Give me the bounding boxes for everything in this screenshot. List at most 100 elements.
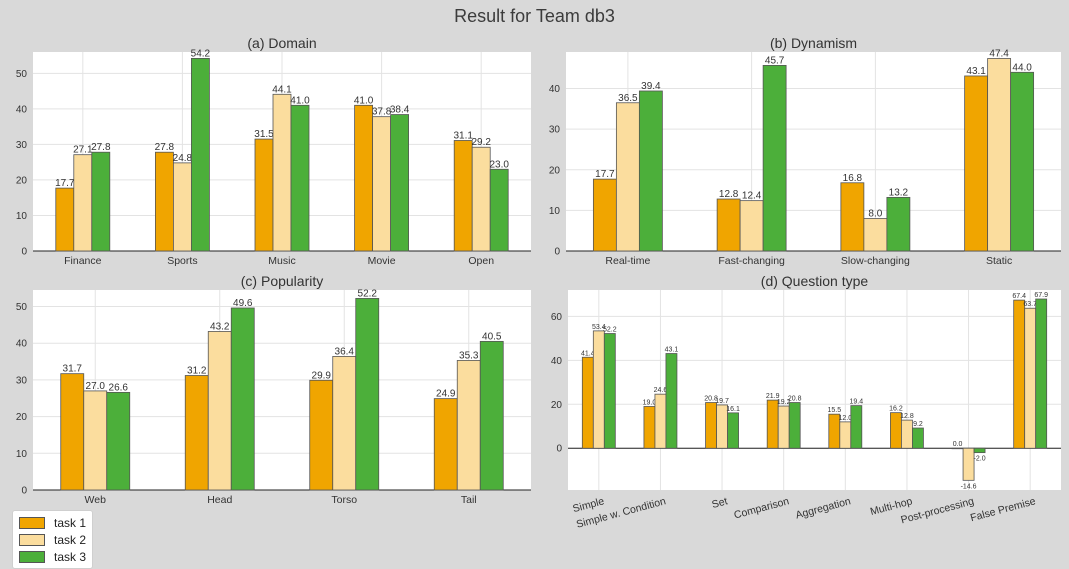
legend: task 1 task 2 task 3 [12, 510, 94, 569]
legend-label-task2: task 2 [54, 532, 87, 547]
data-label: 17.7 [55, 178, 75, 189]
data-label: 29.9 [312, 370, 332, 381]
bar-task2 [615, 102, 640, 252]
bar-task1 [60, 373, 85, 491]
data-label: 29.2 [471, 137, 491, 148]
x-tick-label: Aggregation [794, 495, 852, 521]
data-label: 36.4 [335, 346, 355, 357]
bar-task2 [73, 154, 93, 252]
bar-task2 [372, 116, 392, 252]
data-label: 12.4 [742, 191, 762, 202]
data-label: 24.6 [654, 387, 668, 394]
data-label: 13.2 [889, 187, 909, 198]
data-label: 52.2 [603, 327, 617, 334]
bar-task2 [962, 447, 975, 481]
x-tick-label: Slow-changing [841, 255, 910, 267]
data-label: 26.6 [109, 382, 129, 393]
data-label: 21.9 [766, 393, 780, 400]
legend-item-task1: task 1 [19, 514, 86, 531]
data-label: 19.7 [715, 398, 729, 405]
x-tick-label: Static [986, 255, 1012, 267]
bar-task2 [272, 93, 292, 252]
x-tick-label: Comparison [733, 495, 791, 521]
legend-swatch-task1 [19, 516, 45, 529]
bar-task3 [479, 340, 504, 491]
data-label: -2.0 [974, 456, 986, 463]
x-tick-label: Music [268, 255, 295, 267]
data-label: 41.0 [354, 95, 374, 106]
data-label: 38.4 [390, 105, 410, 116]
bar-task3 [390, 114, 410, 252]
data-label: -14.6 [961, 483, 977, 490]
data-label: 31.5 [254, 129, 274, 140]
data-label: 43.2 [210, 321, 230, 332]
data-label: 31.1 [453, 130, 473, 141]
bar-task1 [1013, 299, 1026, 449]
chart-panel-3: (c) Popularity 0 10 20 30 40 50 31.7 31.2 29.9 24.… [16, 273, 531, 506]
legend-item-task3: task 3 [19, 548, 86, 565]
bar-task1 [55, 187, 75, 252]
chart-panel-1: (a) Domain 0 10 20 30 40 50 17.7 27.8 31.5 41.0 31.… [16, 35, 531, 267]
legend-item-task2: task 2 [19, 531, 86, 548]
x-tick-label: Tail [461, 494, 477, 506]
legend-swatch-task2 [19, 533, 45, 546]
data-label: 36.5 [618, 93, 638, 104]
bar-task2 [83, 390, 108, 491]
data-label: 12.8 [900, 413, 914, 420]
bar-task2 [654, 393, 667, 449]
bar-task3 [190, 57, 210, 252]
bar-task3 [788, 402, 801, 449]
data-label: 9.2 [913, 421, 923, 428]
data-label: 41.0 [290, 95, 310, 106]
data-label: 47.4 [989, 48, 1009, 59]
bar-task2 [207, 331, 232, 491]
data-label: 20.8 [788, 396, 802, 403]
x-tick-label: Head [207, 494, 232, 506]
bar-task3 [850, 405, 863, 449]
bar-task2 [739, 200, 764, 252]
data-label: 24.8 [173, 153, 193, 164]
x-tick-label: Open [468, 255, 494, 267]
x-tick-label: Fast-changing [718, 255, 785, 267]
y-tick-label: 60 [551, 312, 563, 323]
figure-title: Result for Team db3 [454, 6, 615, 26]
panel-title: (a) Domain [247, 35, 316, 51]
y-tick-label: 30 [16, 375, 28, 386]
data-label: 27.8 [155, 142, 175, 153]
x-tick-label: Movie [368, 255, 396, 267]
panel-title: (b) Dynamism [770, 35, 857, 51]
bar-task3 [727, 412, 739, 449]
bar-task1 [840, 182, 865, 252]
data-label: 8.0 [868, 209, 882, 220]
y-tick-label: 0 [21, 247, 27, 258]
bar-task1 [354, 104, 374, 252]
bar-task1 [254, 138, 274, 252]
x-tick-label: Torso [331, 494, 357, 506]
y-tick-label: 0 [21, 486, 27, 497]
y-tick-label: 40 [16, 104, 28, 115]
data-label: 67.4 [1012, 293, 1026, 300]
x-tick-label: Web [85, 494, 107, 506]
data-label: 19.4 [850, 399, 864, 406]
data-label: 44.0 [1012, 62, 1032, 73]
bar-task1 [951, 447, 964, 450]
x-tick-label: Real-time [605, 255, 650, 267]
bar-task3 [762, 65, 787, 252]
chart-panel-4: (d) Question type 0 20 40 60 41.4 19.0 20.8 21.9… [551, 273, 1061, 531]
bar-task3 [106, 391, 131, 491]
panel-title: (d) Question type [761, 273, 869, 289]
bar-task2 [839, 421, 852, 449]
x-tick-label: Finance [64, 255, 102, 267]
data-label: 16.2 [889, 406, 903, 413]
data-label: 43.1 [966, 66, 986, 77]
panel-title: (c) Popularity [241, 273, 323, 289]
bar-task3 [1035, 298, 1048, 449]
data-label: 37.8 [372, 107, 392, 118]
y-tick-label: 40 [16, 339, 28, 350]
plot-area [568, 290, 1061, 490]
data-label: 40.5 [482, 331, 502, 342]
data-label: 23.0 [489, 159, 509, 170]
data-label: 39.4 [641, 81, 661, 92]
legend-label-task1: task 1 [54, 515, 87, 530]
